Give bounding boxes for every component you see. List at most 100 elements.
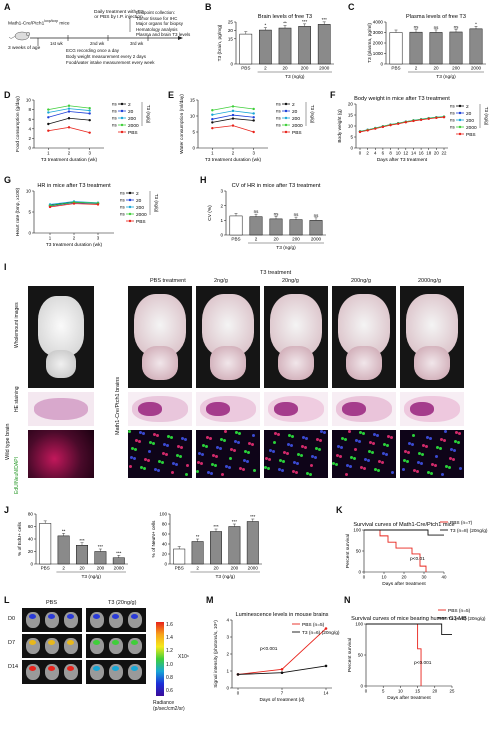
- significance-label: ns: [434, 25, 440, 30]
- panel-l-imaging: PBS T3 (20ng/g) D0 D7 D14 1.6 1.4 1.2 1.0 0.…: [8, 600, 198, 748]
- legend-marker: [284, 116, 288, 120]
- colorbar: [156, 622, 164, 696]
- y-tick-label: 25: [228, 20, 234, 25]
- y-tick-label: 0: [230, 62, 233, 67]
- x-tick-label: 3: [252, 151, 255, 156]
- x-tick-label: 10: [398, 689, 403, 694]
- legend-label: 20: [466, 111, 472, 117]
- bar: [269, 218, 283, 236]
- data-point: [435, 116, 438, 120]
- data-point: [67, 117, 71, 120]
- bioluminescence-image: [22, 660, 82, 684]
- legend-marker: [284, 109, 288, 113]
- legend-label: 200: [136, 205, 144, 211]
- legend-label: 20: [128, 109, 134, 115]
- legend-label: 200: [128, 116, 136, 122]
- y-tick-label: 0: [360, 684, 363, 689]
- survival-curve: [364, 529, 427, 572]
- week-1: 1st wk: [50, 41, 63, 46]
- significance-label: **: [283, 21, 287, 26]
- legend-label: 20: [136, 198, 142, 204]
- x-tick-label: 2: [366, 151, 369, 156]
- data-point: [47, 108, 50, 111]
- legend-marker: [284, 123, 288, 127]
- y-tick-label: 0: [192, 146, 195, 151]
- significance-label: ns: [414, 25, 420, 30]
- mutant-label: Math1-Cre/Ptch1 brains: [115, 376, 121, 435]
- panel-e-label: E: [168, 90, 175, 100]
- y-tick-label: 5: [192, 130, 195, 135]
- p-value: p<0.001: [414, 660, 432, 666]
- data-point: [231, 124, 235, 127]
- y-tick-label: 15: [228, 36, 234, 41]
- data-point: [88, 131, 91, 134]
- x-tick-label: 15: [415, 689, 420, 694]
- x-tick-label: 3: [88, 151, 91, 156]
- bar: [76, 545, 88, 565]
- x-tick-label: 20: [432, 689, 437, 694]
- x-tick-label: 20: [402, 575, 407, 580]
- row-label-wholemount: Wholemount images: [14, 302, 20, 348]
- y-tick-label: 0: [28, 231, 31, 236]
- wt-edu: [28, 430, 94, 478]
- y-tick-label: 4: [226, 618, 229, 623]
- data-point: [324, 664, 328, 668]
- he-stain-image: [400, 392, 464, 426]
- x-tick-label: 5: [382, 689, 385, 694]
- legend-title: T3 (ng/g): [146, 105, 151, 124]
- y-tick-label: 15: [348, 113, 354, 118]
- y-tick-label: 5: [350, 135, 353, 140]
- treatment-text: Daily treatment with T3 or PBS by I.P. in…: [94, 10, 143, 20]
- x-tick-label: 2: [232, 151, 235, 156]
- legend-sig: ns: [120, 212, 125, 217]
- x-tick-label: PBS: [391, 66, 400, 71]
- wt-wholemount: [28, 286, 94, 388]
- x-tick-label: 2000: [248, 566, 259, 571]
- x-tick-label: 10: [396, 151, 401, 156]
- y-tick-label: 6: [28, 117, 31, 122]
- panel-a-schematic: Math1-Cre/Ptch1loxp/loxp mice 3 weeks of…: [8, 10, 190, 72]
- day-d0: D0: [8, 616, 16, 622]
- wholemount-image: [332, 286, 396, 388]
- bar: [469, 28, 483, 65]
- y-tick-label: 3000: [373, 30, 384, 35]
- y-tick-label: 1: [226, 669, 229, 674]
- legend-sig: ns: [450, 104, 455, 109]
- y-tick-label: 100: [353, 528, 361, 533]
- y-tick-label: 8: [28, 107, 31, 112]
- data-point: [366, 129, 369, 132]
- chart-title: HR in mice after T3 treatment: [37, 183, 111, 189]
- x-axis-label: T3 (ng/g): [215, 574, 235, 580]
- bar: [317, 24, 331, 65]
- y-axis-label: Heart rate (bmp, x100): [15, 187, 21, 236]
- legend-label: 20: [292, 109, 298, 115]
- wt-he: [28, 392, 94, 426]
- x-tick-label: 14: [324, 691, 329, 696]
- chart-title: Survival curves of mice bearing human G3…: [351, 616, 467, 622]
- legend-label: 2000: [128, 123, 139, 129]
- data-point: [211, 113, 214, 116]
- panel-b-label: B: [205, 2, 212, 12]
- y-axis-label: Food consumption (g/day): [15, 96, 21, 152]
- y-tick-label: 20: [228, 28, 234, 33]
- x-tick-label: 40: [442, 575, 447, 580]
- mouse-icon: [8, 31, 31, 41]
- x-tick-label: 2: [73, 236, 76, 241]
- legend-sig: ns: [450, 125, 455, 130]
- x-axis-label: Days after treatment: [387, 695, 431, 701]
- data-point: [67, 104, 71, 107]
- he-stain-image: [196, 392, 260, 426]
- panel-n-label: N: [344, 595, 351, 605]
- x-tick-label: 18: [426, 151, 431, 156]
- data-point: [252, 112, 255, 115]
- y-tick-label: 50: [358, 653, 364, 658]
- data-point: [47, 129, 50, 132]
- y-tick-label: 15: [190, 98, 196, 103]
- x-axis-label: T3 (ng/g): [81, 574, 101, 580]
- panel-j-label: J: [4, 505, 10, 515]
- significance-label: *: [475, 21, 477, 26]
- chart-title: Body weight in mice after T3 treatment: [354, 96, 450, 102]
- chart-g: 0 5 10 Heart rate (bmp, x100) HR in mice aft…: [15, 183, 159, 248]
- legend-marker: [128, 219, 132, 223]
- y-tick-label: 20: [348, 102, 354, 107]
